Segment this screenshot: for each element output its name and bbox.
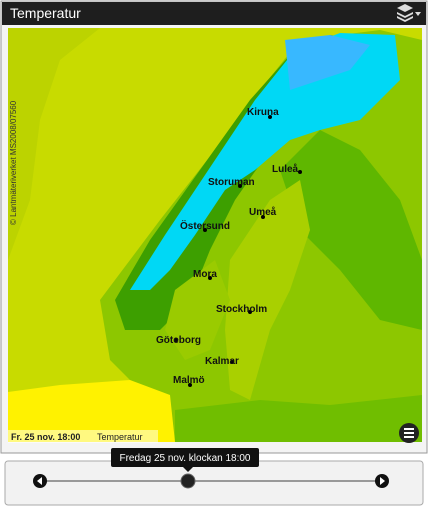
city-label: Östersund <box>180 219 230 232</box>
timeline-box <box>4 460 424 506</box>
footer-layer: Temperatur <box>97 432 143 442</box>
city-label: Umeå <box>249 206 277 218</box>
timeline-knob[interactable] <box>180 473 196 489</box>
city-label: Göteborg <box>156 335 201 346</box>
footer-bg <box>8 430 158 443</box>
tooltip-arrow <box>183 467 193 472</box>
layers-button[interactable] <box>397 4 421 22</box>
tooltip-text: Fredag 25 nov. klockan 18:00 <box>119 453 250 464</box>
city-label: Kiruna <box>247 107 279 118</box>
legend-button[interactable] <box>399 423 419 443</box>
footer-time: Fr. 25 nov. 18:00 <box>11 432 80 442</box>
city-label: Luleå <box>272 163 299 175</box>
prev-button[interactable] <box>33 474 47 488</box>
city-label: Storuman <box>208 177 255 188</box>
copyright: © Lantmäteriverket MS2008/07560 <box>9 100 18 225</box>
tooltip <box>111 448 259 467</box>
city-label: Mora <box>193 269 217 280</box>
city-label: Malmö <box>173 375 205 386</box>
city-label: Stockholm <box>216 304 267 315</box>
next-button[interactable] <box>375 474 389 488</box>
city-label: Kalmar <box>205 356 239 367</box>
header-title: Temperatur <box>10 5 81 21</box>
header-bar <box>2 2 426 25</box>
map[interactable] <box>8 28 422 442</box>
